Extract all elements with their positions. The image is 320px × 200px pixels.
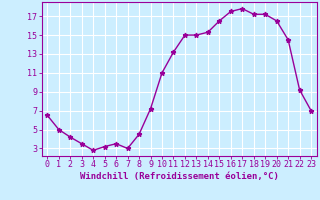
X-axis label: Windchill (Refroidissement éolien,°C): Windchill (Refroidissement éolien,°C) bbox=[80, 172, 279, 181]
